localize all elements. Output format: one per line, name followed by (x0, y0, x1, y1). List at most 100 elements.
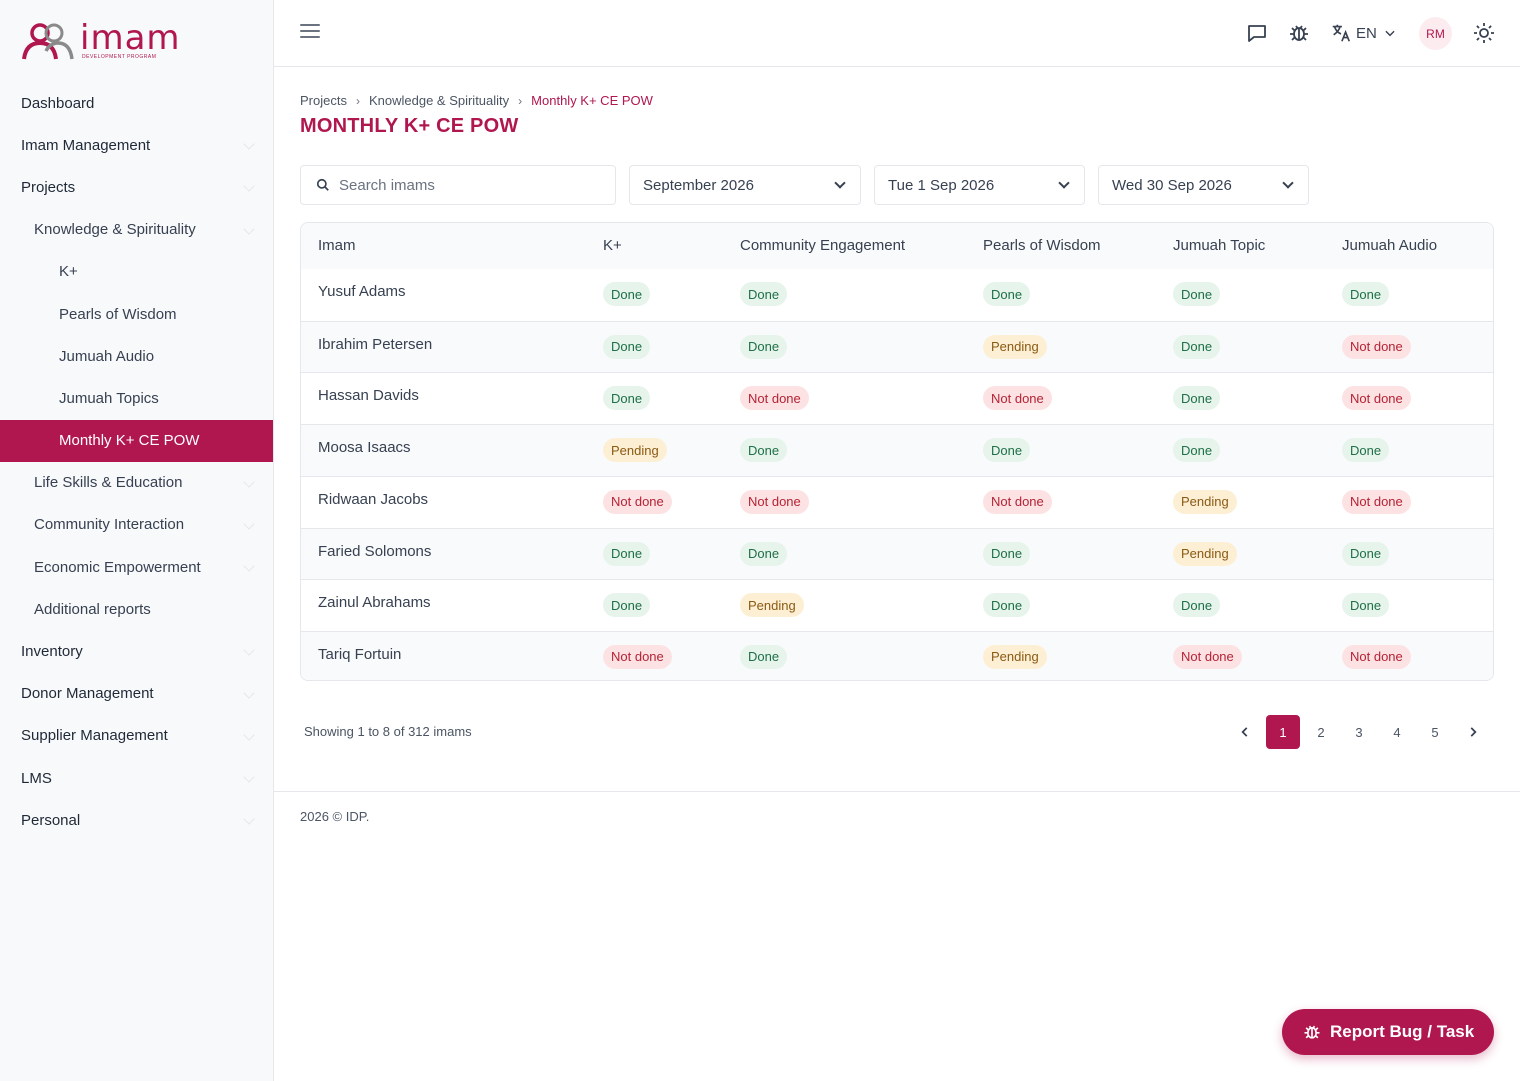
sidebar-item-k[interactable]: K+ (0, 251, 273, 293)
sidebar-item-dashboard[interactable]: Dashboard (0, 82, 273, 124)
status-badge: Not done (740, 386, 809, 411)
sidebar: imam DEVELOPMENT PROGRAM Dashboard Imam M… (0, 0, 274, 1081)
sidebar-item-additional-reports[interactable]: Additional reports (0, 588, 273, 630)
sidebar-item-community-interaction[interactable]: Community Interaction (0, 504, 273, 546)
page-button[interactable]: 4 (1393, 724, 1401, 740)
chevron-down-icon (243, 729, 255, 741)
column-header[interactable]: Community Engagement (740, 237, 906, 254)
sidebar-item-label: Supplier Management (21, 727, 168, 745)
search-icon (316, 178, 329, 191)
status-badge: Not done (603, 644, 672, 669)
imam-name: Moosa Isaacs (318, 439, 411, 457)
sidebar-item-donor-management[interactable]: Donor Management (0, 673, 273, 715)
sidebar-item-economic-empowerment[interactable]: Economic Empowerment (0, 546, 273, 588)
breadcrumb-projects[interactable]: Projects (300, 93, 347, 108)
footer-divider (274, 791, 1520, 792)
imam-name: Ridwaan Jacobs (318, 490, 429, 508)
sidebar-item-supplier-management[interactable]: Supplier Management (0, 715, 273, 757)
sidebar-item-label: Inventory (21, 643, 83, 661)
sidebar-item-inventory[interactable]: Inventory (0, 630, 273, 672)
sidebar-item-knowledge-spirituality[interactable]: Knowledge & Spirituality (0, 209, 273, 251)
sidebar-item-pearls-of-wisdom[interactable]: Pearls of Wisdom (0, 293, 273, 335)
start-date-select[interactable]: Tue 1 Sep 2026 (874, 165, 1085, 205)
sidebar-item-jumuah-audio[interactable]: Jumuah Audio (0, 335, 273, 377)
status-badge: Done (603, 593, 651, 618)
chevron-down-icon (1058, 177, 1070, 189)
page-button[interactable]: 5 (1431, 724, 1439, 740)
status-badge: Pending (603, 438, 667, 463)
table-row[interactable]: Zainul Abrahams Done Pending Done Done Done (301, 579, 1493, 631)
status-badge: Not done (1342, 386, 1411, 411)
chevron-right-icon (1470, 727, 1477, 737)
page-button[interactable]: 1 (1266, 715, 1300, 749)
chevron-down-icon (243, 518, 255, 530)
search-input[interactable]: Search imams (300, 165, 616, 205)
end-date-select[interactable]: Wed 30 Sep 2026 (1098, 165, 1309, 205)
status-badge: Done (740, 438, 788, 463)
column-header[interactable]: K+ (603, 237, 622, 254)
column-header[interactable]: Imam (318, 237, 356, 254)
status-badge: Not done (983, 386, 1052, 411)
sidebar-item-label: Projects (21, 178, 76, 196)
table-row[interactable]: Ridwaan Jacobs Not done Not done Not done Pe… (301, 475, 1493, 528)
breadcrumb-knowledge[interactable]: Knowledge & Spirituality (368, 93, 510, 108)
prev-page-button[interactable] (1228, 715, 1262, 749)
chat-icon[interactable] (1245, 21, 1269, 45)
imam-name: Zainul Abrahams (318, 594, 431, 612)
report-bug-button[interactable]: Report Bug / Task (1282, 1009, 1494, 1055)
table-row[interactable]: Hassan Davids Done Not done Not done Done Not… (301, 372, 1493, 424)
table-row[interactable]: Ibrahim Petersen Done Done Pending Done Not d… (301, 320, 1493, 373)
sidebar-item-imam-management[interactable]: Imam Management (0, 124, 273, 166)
sidebar-item-projects[interactable]: Projects (0, 166, 273, 208)
start-date-value: Tue 1 Sep 2026 (888, 176, 995, 194)
column-header[interactable]: Jumuah Audio (1342, 237, 1438, 254)
chevron-down-icon (243, 560, 255, 572)
bug-icon[interactable] (1287, 21, 1311, 45)
month-select[interactable]: September 2026 (629, 165, 861, 205)
status-badge: Done (740, 334, 788, 359)
end-date-value: Wed 30 Sep 2026 (1112, 176, 1232, 194)
menu-icon[interactable] (300, 24, 320, 42)
status-badge: Done (1342, 593, 1390, 618)
table-row[interactable]: Tariq Fortuin Not done Done Pending Not done… (301, 630, 1493, 680)
status-badge: Done (1173, 386, 1221, 411)
sidebar-item-label: Community Interaction (34, 516, 185, 534)
sidebar-item-personal[interactable]: Personal (0, 799, 273, 841)
page-button[interactable]: 2 (1317, 724, 1325, 740)
language-selector[interactable]: EN (1330, 20, 1397, 46)
next-page-button[interactable] (1456, 715, 1490, 749)
table-row[interactable]: Yusuf Adams Done Done Done Done Done (301, 269, 1493, 321)
logo-icon (22, 23, 74, 60)
sidebar-item-label: Personal (21, 811, 81, 829)
chevron-down-icon (243, 644, 255, 657)
sidebar-item-label: Jumuah Audio (59, 347, 155, 365)
sidebar-item-jumuah-topics[interactable]: Jumuah Topics (0, 377, 273, 419)
chevron-down-icon (243, 222, 255, 235)
status-badge: Done (1173, 334, 1221, 359)
status-badge: Pending (983, 334, 1047, 359)
sidebar-item-life-skills-education[interactable]: Life Skills & Education (0, 462, 273, 504)
breadcrumb-separator-icon: › (355, 93, 360, 108)
column-header[interactable]: Jumuah Topic (1173, 237, 1266, 254)
translate-icon (1332, 24, 1351, 42)
chevron-down-icon (1385, 30, 1395, 37)
sun-icon[interactable] (1472, 21, 1496, 45)
column-header[interactable]: Pearls of Wisdom (983, 237, 1101, 254)
imam-name: Faried Solomons (318, 542, 432, 560)
sidebar-item-label: Knowledge & Spirituality (34, 221, 196, 239)
status-badge: Done (603, 541, 651, 566)
month-value: September 2026 (643, 176, 754, 194)
sidebar-item-monthly-k-ce-pow[interactable]: Monthly K+ CE POW (0, 419, 273, 462)
bug-icon (1304, 1025, 1320, 1039)
page-button[interactable]: 3 (1355, 724, 1363, 740)
status-badge: Done (983, 282, 1031, 306)
avatar[interactable]: RM (1419, 17, 1452, 50)
sidebar-item-lms[interactable]: LMS (0, 757, 273, 799)
status-badge: Done (603, 282, 651, 306)
table-row[interactable]: Moosa Isaacs Pending Done Done Done Done (301, 424, 1493, 477)
status-badge: Pending (740, 593, 804, 618)
brand-logo[interactable]: imam DEVELOPMENT PROGRAM (20, 20, 181, 62)
status-badge: Not done (1173, 644, 1242, 669)
status-badge: Done (1173, 282, 1221, 306)
table-row[interactable]: Faried Solomons Done Done Done Pending Done (301, 527, 1493, 580)
